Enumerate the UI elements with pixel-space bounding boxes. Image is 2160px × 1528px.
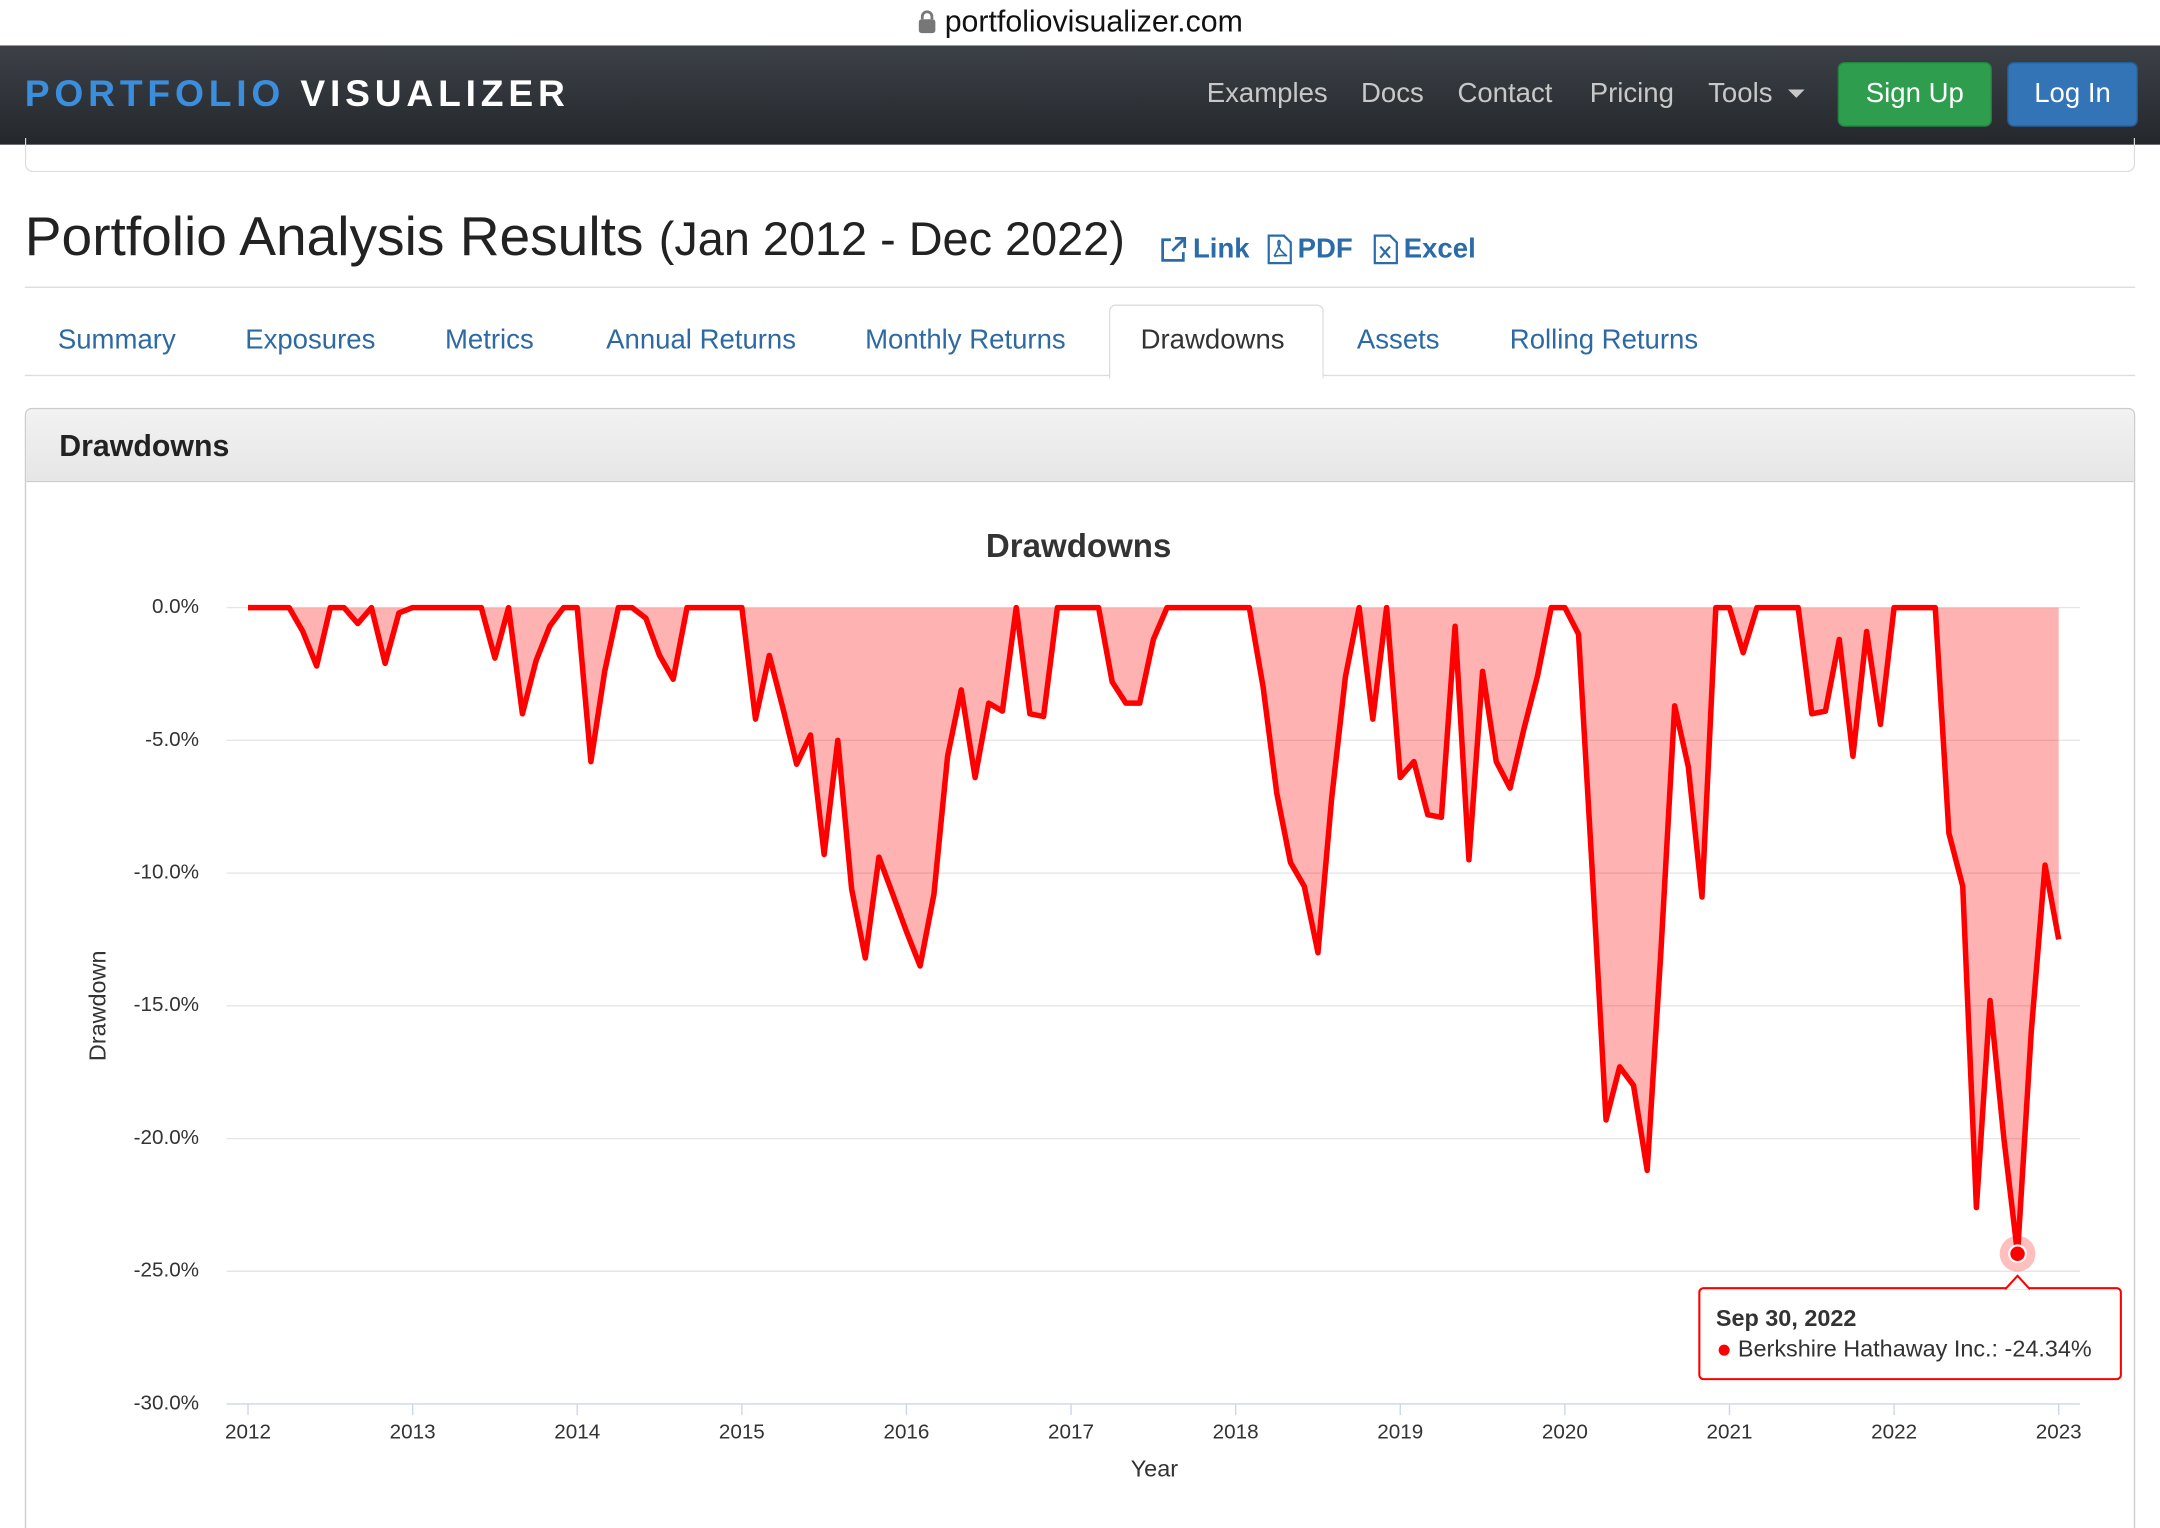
page-title: Portfolio Analysis Results (Jan 2012 - D… (25, 207, 1125, 269)
nav-link[interactable]: Tools (1708, 78, 1773, 109)
pdf-icon (1267, 234, 1292, 265)
brand[interactable]: PORTFOLIO VISUALIZER (25, 73, 570, 116)
y-tick-label: -10.0% (134, 861, 199, 884)
divider (24, 286, 2136, 288)
nav-link[interactable]: Examples (1206, 78, 1328, 109)
x-tick-label: 2022 (1871, 1420, 1917, 1443)
tab[interactable]: Exposures (245, 325, 376, 356)
panel-title: Drawdowns (59, 428, 230, 463)
y-axis-label: Drawdown (84, 950, 110, 1061)
brand-b: VISUALIZER (300, 73, 570, 115)
tab[interactable]: Assets (1356, 325, 1440, 356)
url-bar[interactable]: portfoliovisualizer.com (0, 0, 2160, 45)
x-tick-label: 2015 (719, 1420, 765, 1443)
x-tick-label: 2023 (2036, 1420, 2082, 1443)
tab[interactable]: Rolling Returns (1509, 325, 1699, 356)
y-tick-label: 0.0% (152, 595, 199, 618)
card-edge (24, 137, 2136, 173)
x-tick-label: 2018 (1213, 1420, 1259, 1443)
x-tick-label: 2021 (1707, 1420, 1753, 1443)
tab[interactable]: Monthly Returns (865, 325, 1066, 356)
tab[interactable]: Metrics (444, 325, 534, 356)
panel: Drawdowns (24, 407, 2136, 1528)
y-tick-label: -30.0% (134, 1391, 199, 1414)
tooltip-pointer (2004, 1274, 2031, 1290)
tooltip-title: Sep 30, 2022 (1716, 1305, 1857, 1331)
signup-button[interactable]: Sign Up (1837, 62, 1992, 127)
y-tick-label: -25.0% (134, 1259, 199, 1282)
title: Portfolio Analysis Results (24, 206, 644, 268)
y-tick-label: -15.0% (134, 993, 199, 1016)
brand-a: PORTFOLIO (24, 73, 286, 115)
navbar: PORTFOLIO VISUALIZER Examples Docs Conta… (0, 45, 2160, 145)
tooltip-label: Berkshire Hathaway Inc.: -24.34% (1738, 1335, 2092, 1361)
chart-title: Drawdowns (986, 528, 1171, 565)
nav-link[interactable]: Docs (1361, 78, 1424, 109)
tab[interactable]: Annual Returns (606, 325, 797, 356)
action-link[interactable]: Link (1192, 234, 1250, 265)
tab[interactable]: Summary (57, 325, 176, 356)
tooltip: Sep 30, 2022 Berkshire Hathaway Inc.: -24… (1698, 1274, 2122, 1381)
tooltip-dot (1718, 1344, 1730, 1356)
tab-baseline (24, 374, 2136, 377)
period: (Jan 2012 - Dec 2022) (658, 213, 1125, 266)
chart: Drawdowns Year Drawdown 0.0% -5.0% -10.0% -… (84, 528, 2122, 1481)
excel-icon (1373, 234, 1398, 265)
y-tick-label: -5.0% (145, 728, 199, 751)
action-link[interactable]: Excel (1403, 234, 1476, 265)
lock-icon (918, 10, 936, 34)
x-tick-label: 2017 (1048, 1420, 1094, 1443)
nav-link[interactable]: Contact (1457, 78, 1553, 109)
x-axis-label: Year (1131, 1455, 1178, 1481)
login-button[interactable]: Log In (2007, 62, 2138, 127)
x-tick-label: 2016 (883, 1420, 929, 1443)
caret (1788, 89, 1805, 98)
tab-active[interactable]: Drawdowns (1140, 325, 1285, 356)
nav-link[interactable]: Pricing (1589, 78, 1674, 109)
active-tab-box (1108, 304, 1324, 379)
link-icon (1161, 236, 1187, 262)
y-tick-label: -20.0% (134, 1126, 199, 1149)
x-tick-label: 2020 (1542, 1420, 1588, 1443)
x-tick-label: 2014 (554, 1420, 600, 1443)
hover-point (2008, 1244, 2027, 1264)
url: portfoliovisualizer.com (944, 4, 1243, 39)
tooltip-box (1698, 1287, 2122, 1381)
x-tick-label: 2013 (390, 1420, 436, 1443)
action-link[interactable]: PDF (1297, 234, 1353, 265)
drawdown-line (248, 604, 2062, 1257)
x-tick-label: 2019 (1377, 1420, 1423, 1443)
panel-header: Drawdowns (26, 409, 2134, 483)
x-tick-label: 2012 (225, 1420, 271, 1443)
